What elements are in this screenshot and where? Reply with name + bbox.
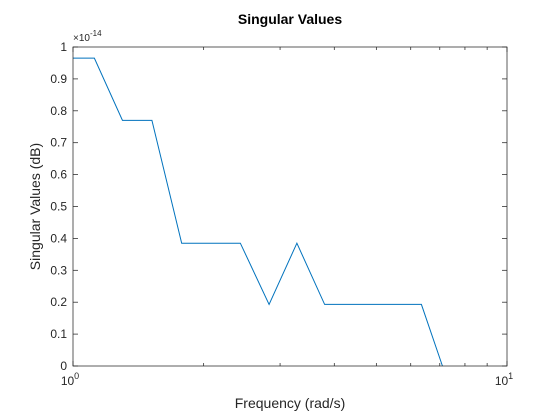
x-tick-label: 100 <box>61 371 79 388</box>
y-tick-label: 1 <box>60 40 67 54</box>
y-tick-label: 0 <box>60 359 67 373</box>
x-tick-label-exponent: 0 <box>74 371 79 381</box>
x-tick-label-exponent: 1 <box>508 371 513 381</box>
y-tick-labels: 0 0.1 0.2 0.3 0.4 0.5 0.6 0.7 0.8 0.9 1 <box>50 40 67 373</box>
y-tick-label: 0.2 <box>50 295 67 309</box>
y-tick-label: 0.8 <box>50 104 67 118</box>
x-tick-label: 101 <box>495 371 513 388</box>
y-tick-label: 0.6 <box>50 168 67 182</box>
x-tick-label-base: 10 <box>495 374 509 388</box>
y-tick-label: 0.3 <box>50 263 67 277</box>
plot-area <box>73 47 507 366</box>
y-tick-label: 0.7 <box>50 136 67 150</box>
y-tick-label: 0.9 <box>50 72 67 86</box>
y-axis-multiplier: ×10-14 <box>73 29 102 44</box>
series-line <box>73 57 443 367</box>
x-tick-label-base: 10 <box>61 374 75 388</box>
y-tick-label: 0.1 <box>50 327 67 341</box>
plot-frame <box>72 46 508 367</box>
x-axis-label: Frequency (rad/s) <box>235 395 345 411</box>
y-tick-label: 0.4 <box>50 231 67 245</box>
y-axis-label: Singular Values (dB) <box>27 143 43 270</box>
y-multiplier-exponent: -14 <box>90 29 102 38</box>
y-tick-label: 0.5 <box>50 200 67 214</box>
chart-title: Singular Values <box>238 11 342 27</box>
x-tick-labels: 100 101 <box>61 371 513 388</box>
y-multiplier-base: ×10 <box>73 33 90 44</box>
